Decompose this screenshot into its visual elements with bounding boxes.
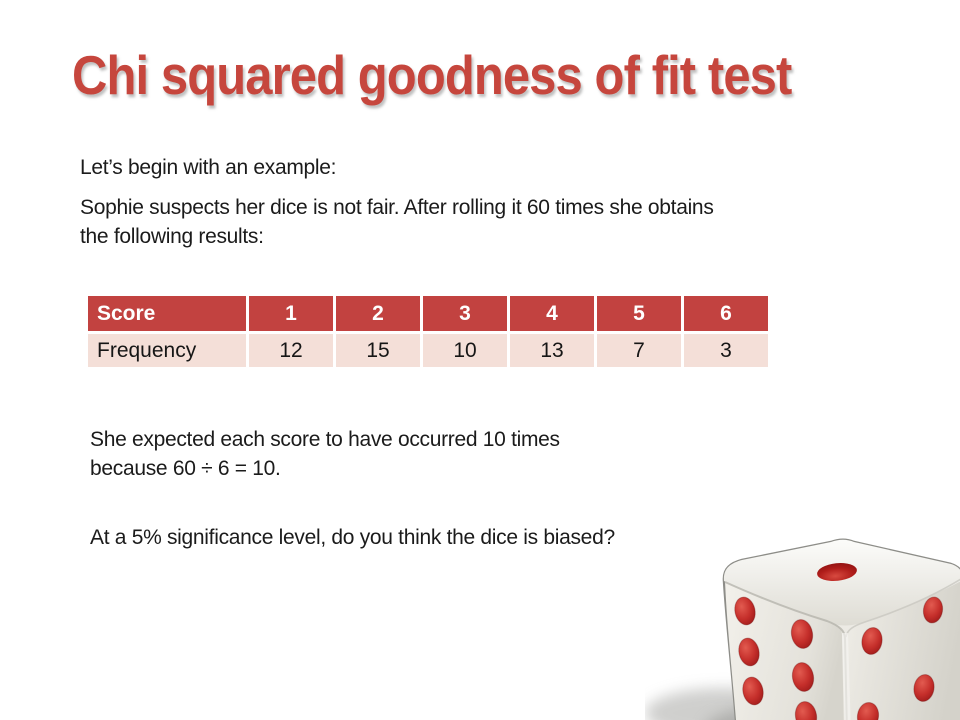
cell-frequency-1: 12 [249,334,333,367]
slide-title: Chi squared goodness of fit test [72,44,792,106]
frequency-table: Score 1 2 3 4 5 6 Frequency 12 15 10 13 … [85,293,771,370]
dice-icon [645,538,960,720]
problem-text-line2: the following results: [80,225,264,248]
expected-text-line2: because 60 ÷ 6 = 10. [90,457,281,480]
header-cell-2: 2 [336,296,420,331]
problem-text-line1: Sophie suspects her dice is not fair. Af… [80,196,714,219]
problem-text: Sophie suspects her dice is not fair. Af… [80,193,714,251]
dice-illustration [645,533,960,720]
header-cell-5: 5 [597,296,681,331]
cell-frequency-4: 13 [510,334,594,367]
header-cell-3: 3 [423,296,507,331]
table-row-frequency: Frequency 12 15 10 13 7 3 [88,334,768,367]
header-cell-score: Score [88,296,246,331]
header-cell-4: 4 [510,296,594,331]
expected-text: She expected each score to have occurred… [90,425,560,483]
cell-frequency-2: 15 [336,334,420,367]
table-header-row: Score 1 2 3 4 5 6 [88,296,768,331]
intro-text: Let’s begin with an example: [80,156,337,179]
cell-frequency-3: 10 [423,334,507,367]
cell-frequency-5: 7 [597,334,681,367]
expected-text-line1: She expected each score to have occurred… [90,428,560,451]
header-cell-6: 6 [684,296,768,331]
cell-frequency-label: Frequency [88,334,246,367]
cell-frequency-6: 3 [684,334,768,367]
header-cell-1: 1 [249,296,333,331]
question-text: At a 5% significance level, do you think… [90,526,615,549]
